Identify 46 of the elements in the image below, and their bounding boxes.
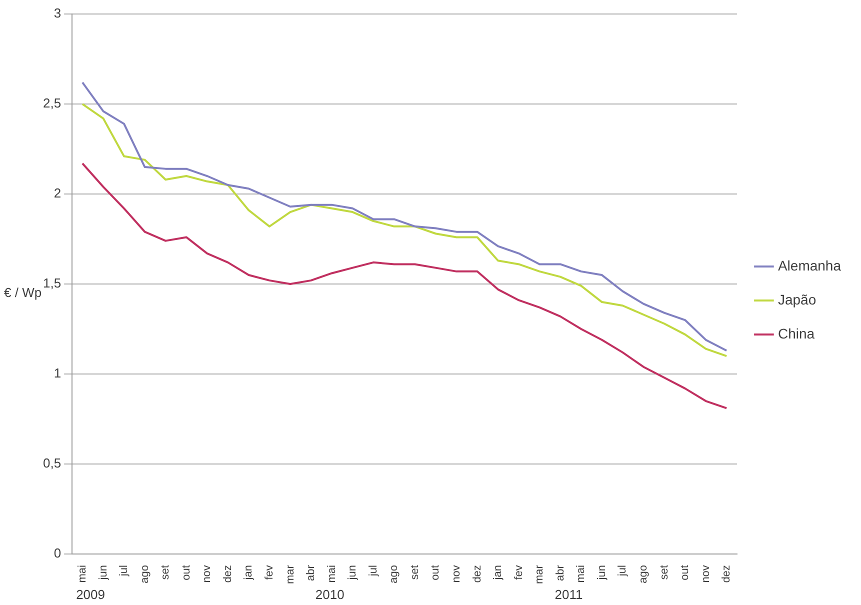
legend-label: Japão (778, 291, 816, 308)
y-axis-title: € / Wp (4, 285, 42, 300)
x-tick-label: jul (118, 565, 130, 578)
x-tick-label: fev (263, 564, 276, 580)
x-tick-label: jun (97, 565, 110, 581)
x-tick-label: jun (346, 565, 359, 581)
x-tick-label: mai (575, 565, 588, 583)
y-tick-label: 3 (54, 6, 62, 21)
x-tick-label: ago (637, 565, 650, 584)
x-tick-label: ago (138, 565, 151, 584)
x-tick-label: out (679, 565, 692, 580)
x-tick-label: nov (201, 564, 214, 583)
text: 2010 (315, 587, 344, 602)
y-tick-label: 0,5 (42, 456, 62, 471)
text: 2009 (76, 587, 105, 602)
x-tick-label: mai (76, 565, 88, 583)
y-tick-label: 0 (54, 546, 62, 561)
x-tick-label: mar (534, 564, 546, 584)
x-tick-label: jul (367, 565, 380, 578)
x-tick-label: dez (222, 565, 234, 583)
x-tick-label: set (160, 565, 172, 580)
x-tick-label: nov (450, 564, 462, 583)
x-tick-label: abr (554, 564, 566, 581)
x-tick-label: mar (284, 564, 296, 584)
x-tick-label: set (658, 565, 670, 580)
x-tick-label: out (430, 565, 442, 580)
x-tick-label: dez (720, 565, 733, 583)
x-tick-label: dez (471, 565, 484, 583)
x-tick-label: abr (305, 564, 318, 581)
x-tick-label: set (408, 565, 421, 580)
x-tick-label: jul (616, 565, 629, 578)
legend-label: China (778, 325, 815, 342)
x-tick-label: jun (596, 565, 608, 581)
text: 2011 (554, 587, 583, 602)
x-tick-label: out (180, 565, 192, 580)
y-tick-label: 2 (54, 186, 62, 201)
x-tick-label: fev (512, 564, 525, 580)
y-tick-label: 2,5 (42, 96, 62, 111)
x-tick-label: ago (388, 565, 400, 584)
x-tick-label: nov (700, 564, 712, 583)
x-tick-label: mai (326, 565, 338, 583)
x-tick-label: jan (242, 565, 255, 581)
legend-label: Alemanha (778, 257, 842, 274)
y-tick-label: 1,5 (42, 276, 62, 291)
y-tick-label: 1 (54, 366, 62, 381)
x-tick-label: jan (492, 565, 504, 581)
